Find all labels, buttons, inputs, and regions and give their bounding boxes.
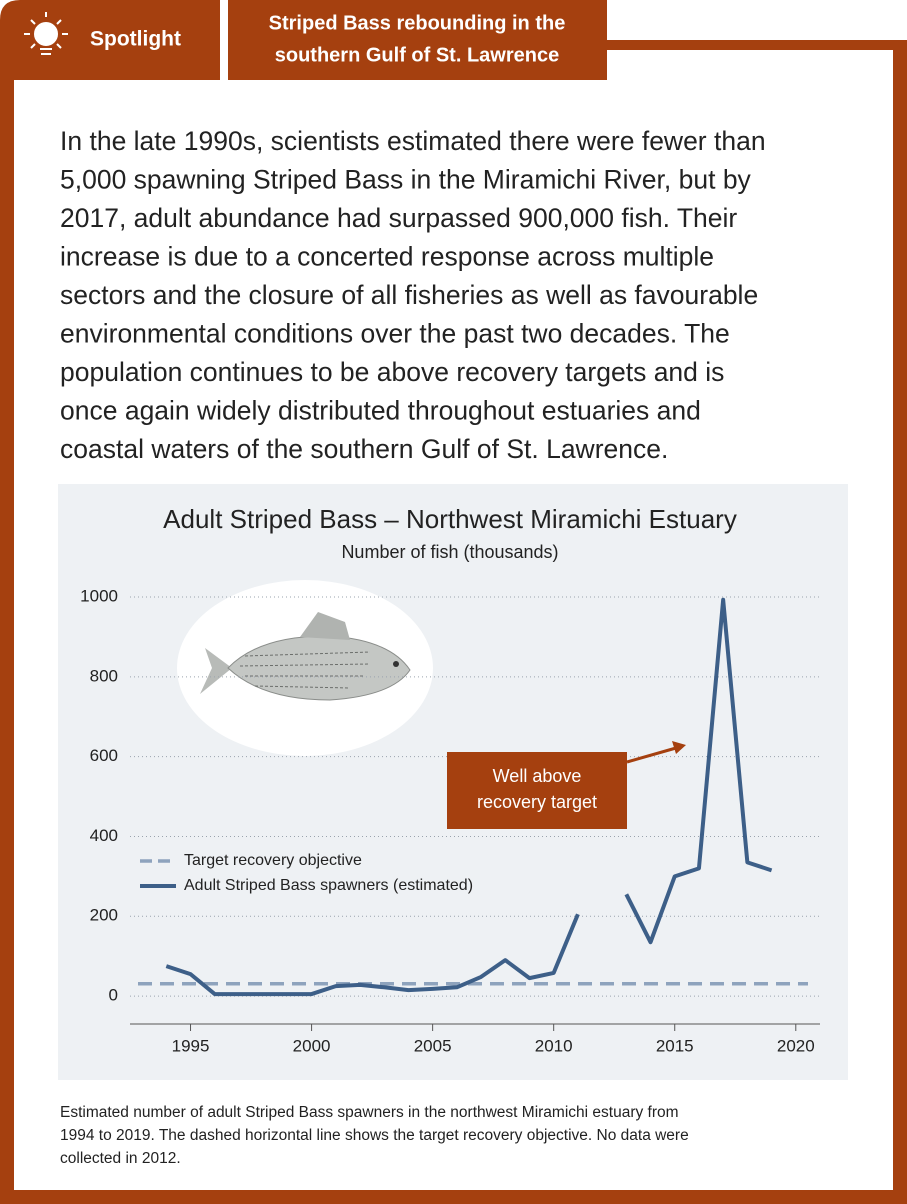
annotation-arrowhead	[672, 741, 686, 754]
body-line: environmental conditions over the past t…	[60, 319, 730, 349]
series-line	[165, 597, 773, 997]
y-tick-label: 1000	[80, 586, 118, 605]
x-tick-label: 2015	[656, 1036, 694, 1055]
y-tick-label: 200	[90, 906, 118, 925]
body-line: population continues to be above recover…	[60, 357, 724, 387]
annotation-text: Well above	[493, 766, 582, 786]
chart: 0 200 400 600 800 1000 1995 2000 2005 2010 2015 202…	[80, 586, 820, 1055]
annotation-text: recovery target	[477, 792, 597, 812]
caption-line: 1994 to 2019. The dashed horizontal line…	[60, 1127, 689, 1144]
x-tick-label: 1995	[172, 1036, 210, 1055]
body-text: In the late 1990s, scientists estimated …	[60, 126, 766, 464]
header-label: Spotlight	[90, 28, 181, 51]
y-tick-label: 800	[90, 666, 118, 685]
header-title: Striped Bass rebounding in the	[269, 12, 566, 34]
body-line: 2017, adult abundance had surpassed 900,…	[60, 203, 737, 233]
header-tab	[0, 0, 220, 80]
x-tick-label: 2000	[293, 1036, 331, 1055]
x-tick-label: 2005	[414, 1036, 452, 1055]
caption-line: collected in 2012.	[60, 1150, 181, 1167]
body-line: coastal waters of the southern Gulf of S…	[60, 434, 668, 464]
lightbulb-icon	[24, 12, 68, 55]
y-tick-label: 400	[90, 826, 118, 845]
body-line: once again widely distributed throughout…	[60, 396, 701, 426]
body-line: increase is due to a concerted response …	[60, 242, 714, 272]
caption: Estimated number of adult Striped Bass s…	[60, 1104, 689, 1167]
title-tab	[228, 0, 607, 80]
x-tick-label: 2020	[777, 1036, 815, 1055]
y-tick-label: 0	[109, 986, 118, 1005]
body-line: sectors and the closure of all fisheries…	[60, 280, 758, 310]
x-tick-label: 2010	[535, 1036, 573, 1055]
body-line: 5,000 spawning Striped Bass in the Miram…	[60, 165, 752, 195]
y-tick-label: 600	[90, 746, 118, 765]
body-line: In the late 1990s, scientists estimated …	[60, 126, 766, 156]
annotation-box	[447, 752, 627, 829]
caption-line: Estimated number of adult Striped Bass s…	[60, 1104, 679, 1121]
legend-label: Target recovery objective	[184, 852, 362, 869]
legend-label: Adult Striped Bass spawners (estimated)	[184, 877, 473, 894]
chart-title: Adult Striped Bass – Northwest Miramichi…	[163, 504, 737, 534]
annotation-arrow	[626, 746, 677, 764]
header-title: southern Gulf of St. Lawrence	[275, 44, 559, 66]
chart-subtitle: Number of fish (thousands)	[341, 542, 558, 562]
fish-illustration	[200, 612, 411, 701]
